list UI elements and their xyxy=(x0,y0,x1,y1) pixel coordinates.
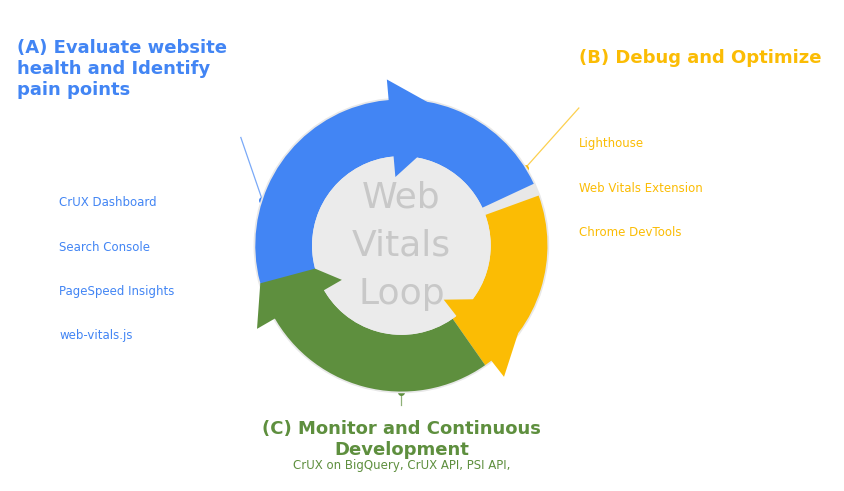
Polygon shape xyxy=(387,80,426,177)
Text: CrUX on BigQuery, CrUX API, PSI API,: CrUX on BigQuery, CrUX API, PSI API, xyxy=(292,459,510,472)
Text: (A) Evaluate website
health and Identify
pain points: (A) Evaluate website health and Identify… xyxy=(17,39,227,99)
Text: Lighthouse: Lighthouse xyxy=(578,137,643,150)
Circle shape xyxy=(313,158,489,333)
Wedge shape xyxy=(268,283,484,391)
Text: Search Console: Search Console xyxy=(59,241,150,253)
Text: PageSpeed Insights: PageSpeed Insights xyxy=(59,285,175,298)
Polygon shape xyxy=(257,269,342,329)
Text: Loop: Loop xyxy=(358,276,444,311)
Text: (C) Monitor and Continuous
Development: (C) Monitor and Continuous Development xyxy=(262,420,540,459)
Wedge shape xyxy=(255,100,533,296)
Text: Web Vitals Extension: Web Vitals Extension xyxy=(578,182,701,194)
Text: Chrome DevTools: Chrome DevTools xyxy=(578,226,680,239)
Text: CrUX Dashboard: CrUX Dashboard xyxy=(59,196,157,209)
Circle shape xyxy=(253,98,549,393)
Text: Web: Web xyxy=(361,180,441,215)
Polygon shape xyxy=(443,300,517,377)
Circle shape xyxy=(311,156,490,335)
Text: (B) Debug and Optimize: (B) Debug and Optimize xyxy=(578,49,820,67)
Text: Vitals: Vitals xyxy=(351,228,451,263)
Wedge shape xyxy=(452,195,547,365)
Text: web-vitals.js: web-vitals.js xyxy=(59,329,133,342)
